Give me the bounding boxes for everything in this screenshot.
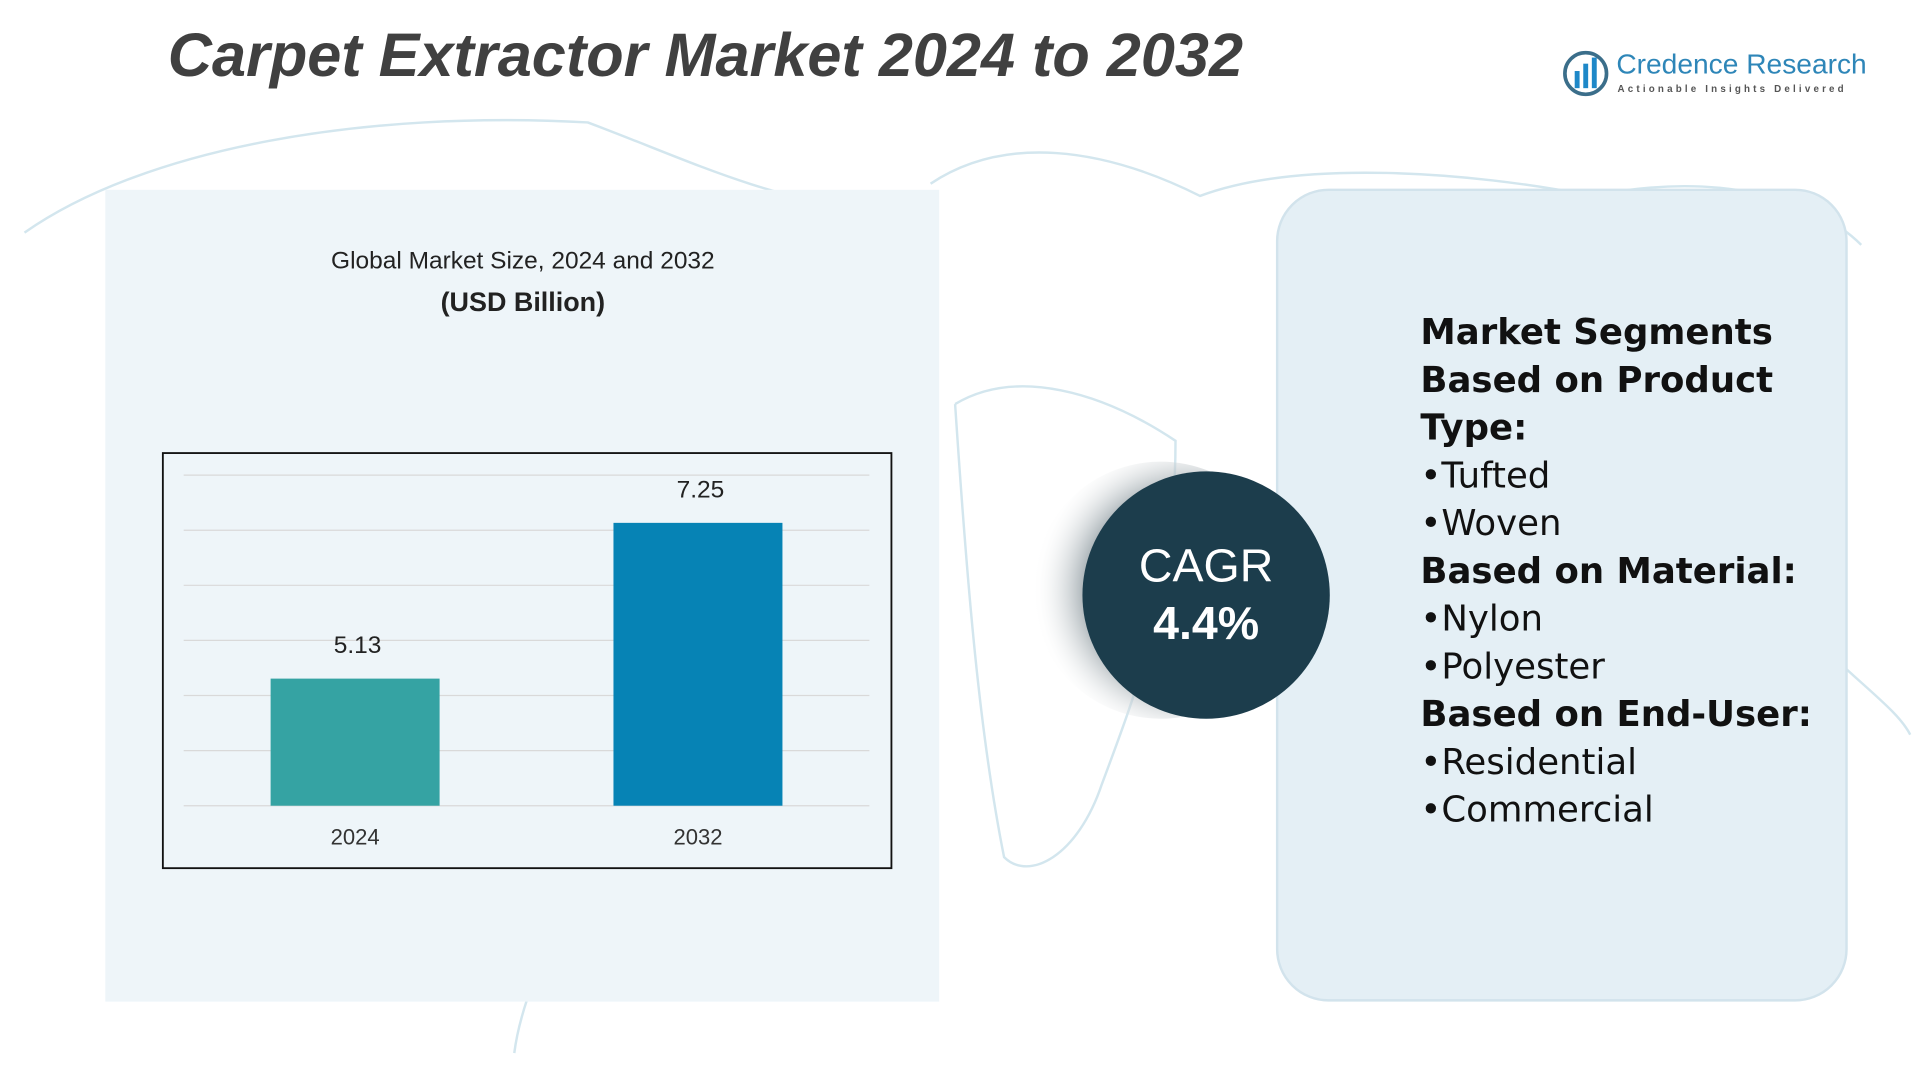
logo-icon: [1583, 63, 1589, 89]
segment-item: Nylon: [1420, 595, 1836, 643]
chart-panel: [105, 189, 940, 1002]
logo-icon: [1563, 50, 1609, 97]
chart-title: Global Market Size, 2024 and 2032: [331, 248, 715, 275]
segment-heading: Market Segments Based on Product Type:: [1420, 311, 1774, 449]
value-label: 5.13: [334, 632, 382, 659]
cagr-value: 4.4%: [1153, 597, 1259, 649]
cagr-label: CAGR: [1139, 540, 1273, 592]
bar: [613, 522, 783, 806]
logo-name: Credence Research: [1616, 49, 1866, 80]
bar-chart: 2024 5.13 2032 7.25: [183, 474, 870, 850]
segment-item: Commercial: [1420, 786, 1836, 834]
logo-icon: [1574, 71, 1580, 89]
logo-icon: [1591, 57, 1597, 89]
chart-frame: [161, 452, 893, 870]
segments-list: Market Segments Based on Product Type:Tu…: [1420, 309, 1836, 834]
segment-heading: Based on Material:: [1420, 549, 1797, 592]
bar: [270, 678, 440, 806]
logo: Credence Research Actionable Insights De…: [1563, 49, 1867, 97]
segment-item: Residential: [1420, 738, 1836, 786]
page-title: Carpet Extractor Market 2024 to 2032: [168, 21, 1243, 89]
segments-box: Market Segments Based on Product Type:Tu…: [1420, 309, 1836, 860]
segment-heading: Based on End-User:: [1420, 693, 1812, 735]
value-label: 7.25: [677, 476, 725, 503]
chart-unit: (USD Billion): [441, 287, 606, 317]
cagr-circle: [1082, 471, 1330, 719]
x-tick-label: 2032: [673, 825, 722, 850]
segment-item: Tufted: [1420, 452, 1836, 500]
logo-tagline: Actionable Insights Delivered: [1618, 84, 1847, 95]
segment-item: Woven: [1420, 500, 1836, 548]
segment-item: Polyester: [1420, 643, 1836, 691]
x-tick-label: 2024: [331, 825, 380, 850]
